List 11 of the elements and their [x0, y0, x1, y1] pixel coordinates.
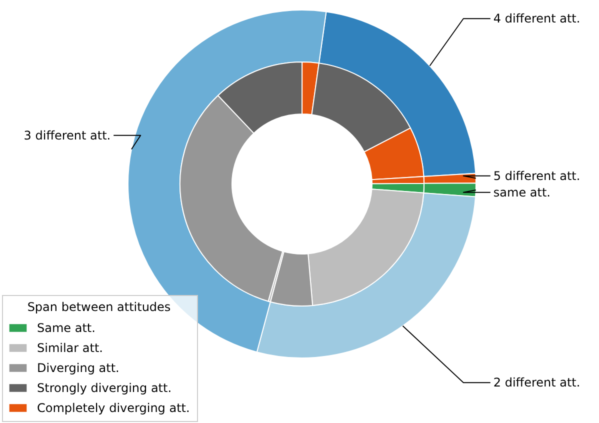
legend-label: Completely diverging att. [37, 401, 190, 415]
legend-label: Diverging att. [37, 361, 120, 375]
legend-label: Same att. [37, 321, 96, 335]
legend-label: Strongly diverging att. [37, 381, 172, 395]
legend-label: Similar att. [37, 341, 103, 355]
slice-label: 2 different att. [493, 376, 580, 390]
legend-title: Span between attitudes [27, 300, 171, 314]
slice-label: 5 different att. [493, 168, 580, 183]
slice-label: 3 different att. [24, 128, 111, 142]
slice-label: same att. [493, 185, 550, 200]
slice-label: 4 different att. [493, 12, 580, 26]
